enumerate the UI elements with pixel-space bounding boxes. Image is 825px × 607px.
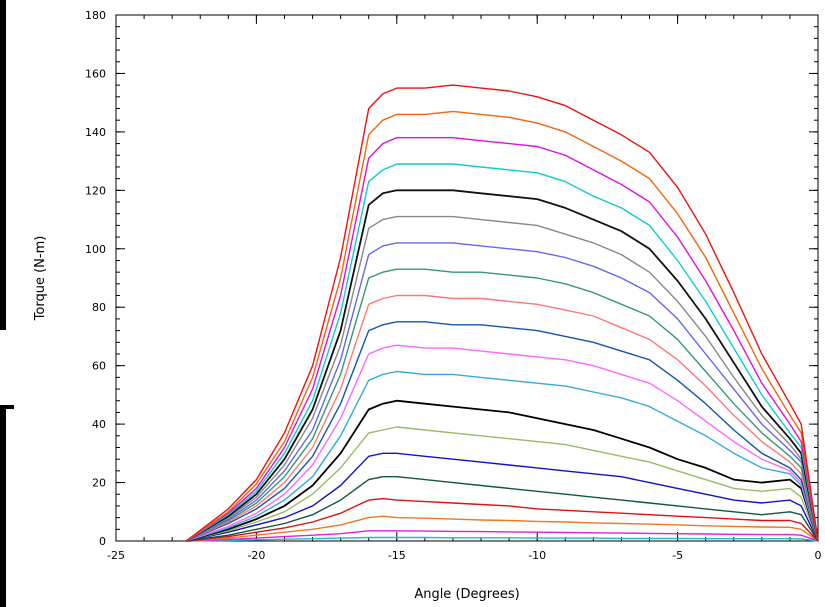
series-line-5 [185, 189, 819, 542]
series-line-7 [185, 242, 819, 542]
series-line-19 [186, 530, 819, 542]
x-tick-label: -15 [388, 549, 406, 562]
y-tick-label: 120 [85, 184, 106, 197]
series-line-9 [185, 294, 819, 542]
x-tick-label: -5 [672, 549, 683, 562]
x-tick-label: 0 [815, 549, 822, 562]
series-line-18 [186, 515, 819, 542]
series-line-15 [186, 452, 819, 542]
series-line-8 [185, 268, 819, 542]
series-line-13 [185, 399, 819, 542]
major-ticks [115, 14, 819, 542]
left-border-notch [0, 405, 14, 409]
series-line-16 [186, 476, 819, 542]
x-tick-label: -10 [528, 549, 546, 562]
y-tick-label: 100 [85, 243, 106, 256]
series-line-12 [185, 370, 819, 542]
y-tick-label: 40 [92, 418, 106, 431]
plot-frame [115, 14, 819, 542]
series-line-14 [186, 426, 819, 542]
series-line-17 [186, 497, 819, 542]
x-axis-title: Angle (Degrees) [414, 587, 519, 602]
left-border-top [0, 0, 6, 330]
tick-labels: -25 -20 -15 -10 -5 0 0 20 40 60 80 100 120 140 160 180 [85, 9, 822, 562]
y-tick-label: 0 [99, 535, 106, 548]
x-tick-label: -25 [107, 549, 125, 562]
series-line-1 [185, 84, 819, 542]
x-tick-label: -20 [247, 549, 265, 562]
y-tick-label: 160 [85, 67, 106, 80]
series-line-10 [185, 321, 819, 542]
y-tick-label: 180 [85, 9, 106, 22]
left-border-bottom [0, 405, 6, 607]
y-tick-label: 20 [92, 477, 106, 490]
series-line-2 [185, 110, 819, 542]
y-tick-label: 80 [92, 301, 106, 314]
series-line-3 [185, 136, 819, 542]
series-line-4 [185, 163, 819, 542]
y-tick-label: 60 [92, 360, 106, 373]
series-line-11 [185, 344, 819, 542]
series-group [185, 84, 819, 542]
series-line-20 [186, 536, 819, 542]
series-line-6 [185, 215, 819, 542]
y-axis-title: Torque (N-m) [33, 236, 48, 322]
minor-ticks [115, 14, 819, 542]
y-tick-label: 140 [85, 126, 106, 139]
